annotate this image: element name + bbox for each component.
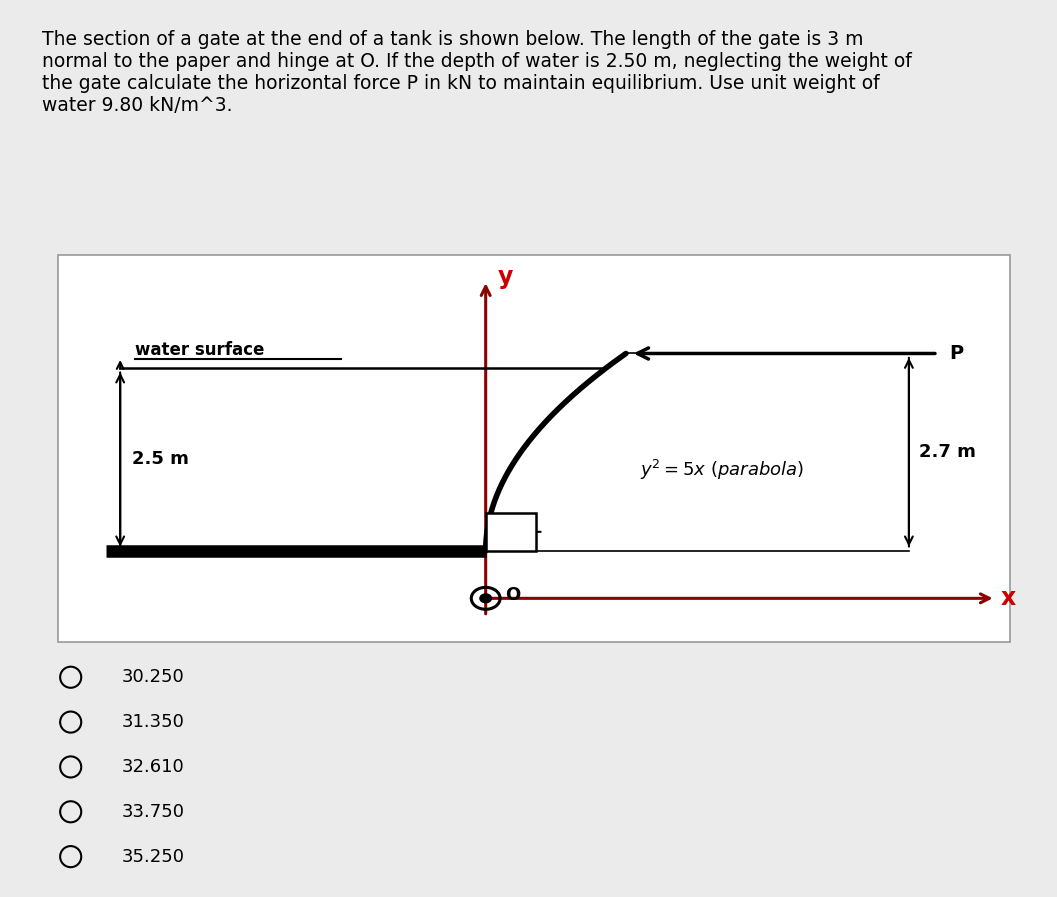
Bar — [486, 513, 536, 551]
Circle shape — [480, 594, 492, 603]
Text: 33.750: 33.750 — [122, 803, 185, 821]
Text: water surface: water surface — [134, 342, 264, 360]
Text: P: P — [949, 344, 963, 363]
Text: 32.610: 32.610 — [122, 758, 184, 776]
Text: 2.7 m: 2.7 m — [919, 443, 976, 461]
Text: y: y — [498, 265, 514, 289]
Text: 2.5 m: 2.5 m — [132, 450, 188, 468]
Text: 30.250: 30.250 — [122, 668, 184, 686]
Text: 35.250: 35.250 — [122, 848, 185, 866]
Text: O: O — [505, 586, 520, 604]
Text: The section of a gate at the end of a tank is shown below. The length of the gat: The section of a gate at the end of a ta… — [42, 30, 912, 115]
Text: x: x — [1000, 587, 1016, 610]
Text: 31.350: 31.350 — [122, 713, 184, 731]
Text: $y^2 = 5x\ \mathit{(parabola)}$: $y^2 = 5x\ \mathit{(parabola)}$ — [639, 458, 804, 483]
